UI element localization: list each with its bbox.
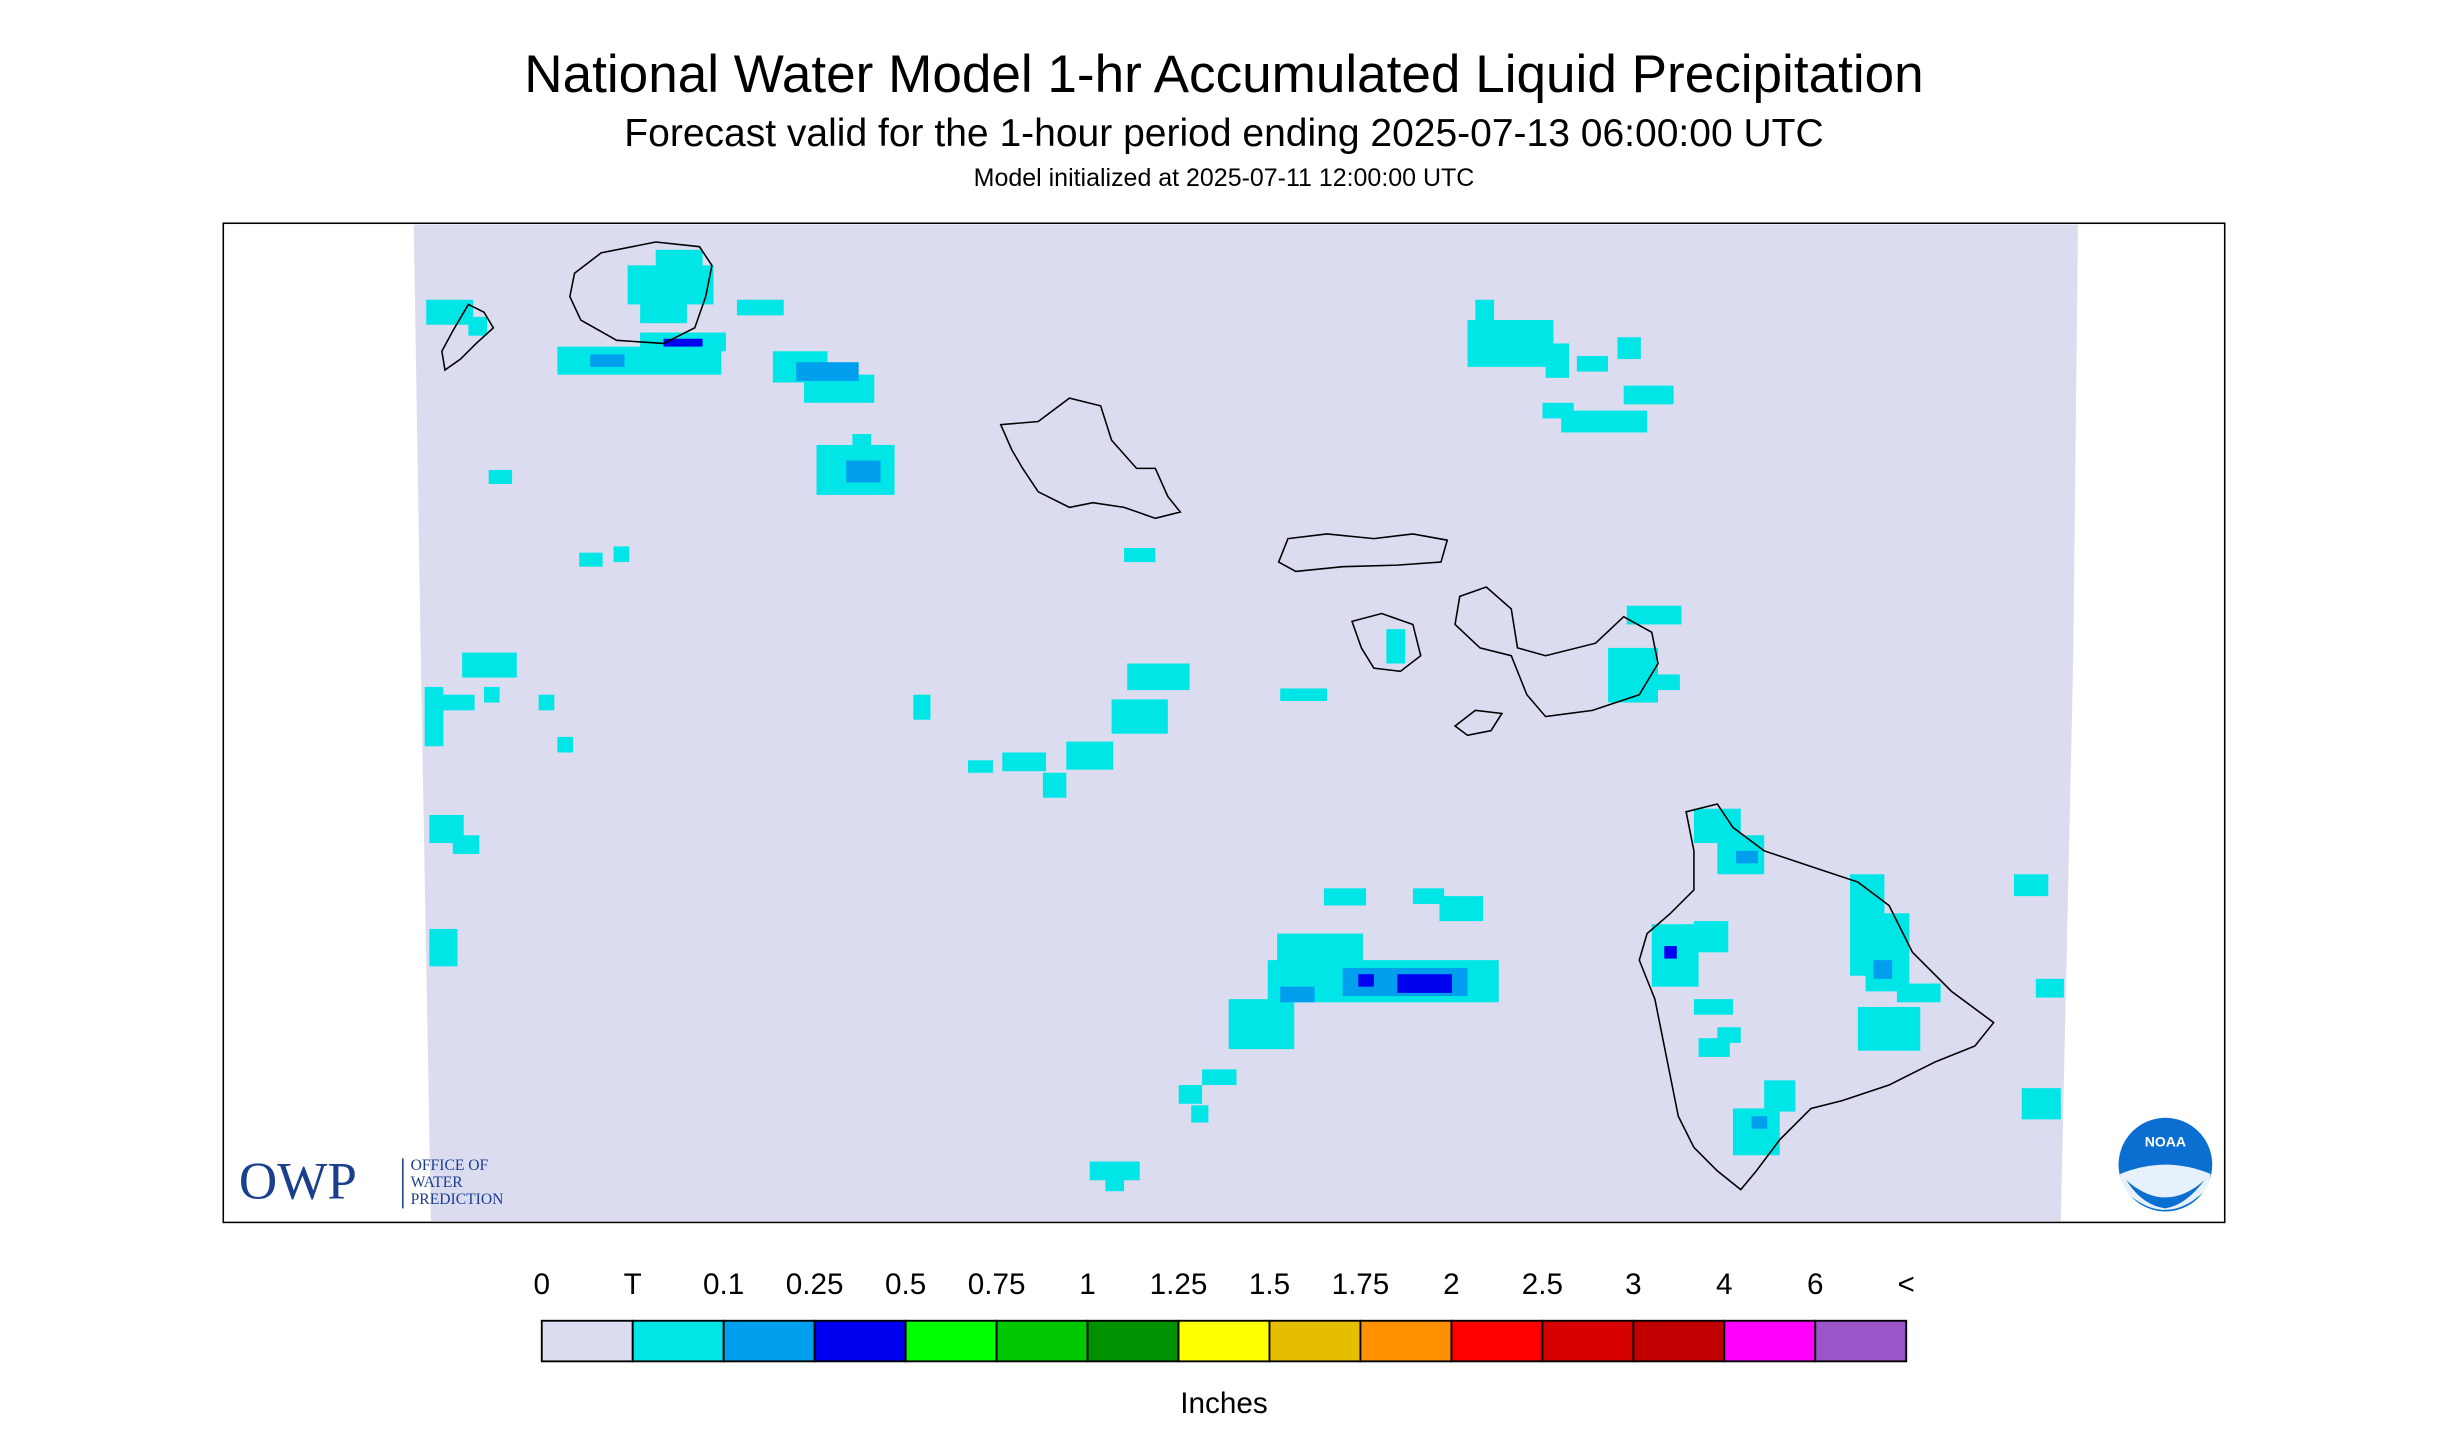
init-time: Model initialized at 2025-07-11 12:00:00… (974, 164, 1475, 192)
legend-swatch (1814, 1319, 1908, 1363)
legend-swatch (1359, 1319, 1453, 1363)
legend-swatch (1723, 1319, 1817, 1363)
legend-swatch (540, 1319, 634, 1363)
noaa-logo: NOAA (2118, 1117, 2213, 1212)
legend-label: 0.25 (786, 1268, 844, 1301)
owp-logo: OWP OFFICE OF WATER PREDICTION (239, 1153, 504, 1211)
legend-label: 1.75 (1332, 1268, 1390, 1301)
legend-label: 0.1 (703, 1268, 744, 1301)
legend-label: 1 (1079, 1268, 1096, 1301)
legend-swatch (1086, 1319, 1180, 1363)
legend-unit: Inches (1180, 1387, 1267, 1420)
legend-swatch (1177, 1319, 1271, 1363)
legend-label: 1.25 (1150, 1268, 1208, 1301)
precipitation (424, 249, 2064, 1192)
legend-label: T (624, 1268, 642, 1301)
legend-label: 0.75 (968, 1268, 1026, 1301)
legend-swatch (1541, 1319, 1635, 1363)
legend: 0 T 0.1 0.25 0.5 0.75 1 1.25 1.5 1.75 2 2.5 3 4 6 < (534, 1268, 1915, 1363)
office-line: WATER (411, 1174, 464, 1191)
legend-label: 0 (534, 1268, 551, 1301)
legend-label: < (1898, 1268, 1915, 1301)
noaa-text: NOAA (2145, 1134, 2186, 1150)
legend-label: 2.5 (1522, 1268, 1563, 1301)
legend-swatch (1268, 1319, 1362, 1363)
legend-swatch (813, 1319, 907, 1363)
legend-label: 0.5 (885, 1268, 926, 1301)
legend-label: 6 (1807, 1268, 1824, 1301)
office-line: PREDICTION (411, 1191, 504, 1208)
owp-text: OWP (239, 1153, 357, 1211)
legend-label: 3 (1625, 1268, 1642, 1301)
legend-label: 1.5 (1249, 1268, 1290, 1301)
legend-swatch (631, 1319, 725, 1363)
legend-swatch (904, 1319, 998, 1363)
legend-swatch (1632, 1319, 1726, 1363)
title: National Water Model 1-hr Accumulated Li… (524, 45, 1923, 104)
legend-label: 4 (1716, 1268, 1733, 1301)
legend-swatch (995, 1319, 1089, 1363)
subtitle: Forecast valid for the 1-hour period end… (624, 112, 1823, 155)
island-outlines (441, 241, 1995, 1191)
office-line: OFFICE OF (411, 1157, 489, 1174)
legend-swatch (1450, 1319, 1544, 1363)
legend-swatch (722, 1319, 816, 1363)
legend-label: 2 (1443, 1268, 1460, 1301)
